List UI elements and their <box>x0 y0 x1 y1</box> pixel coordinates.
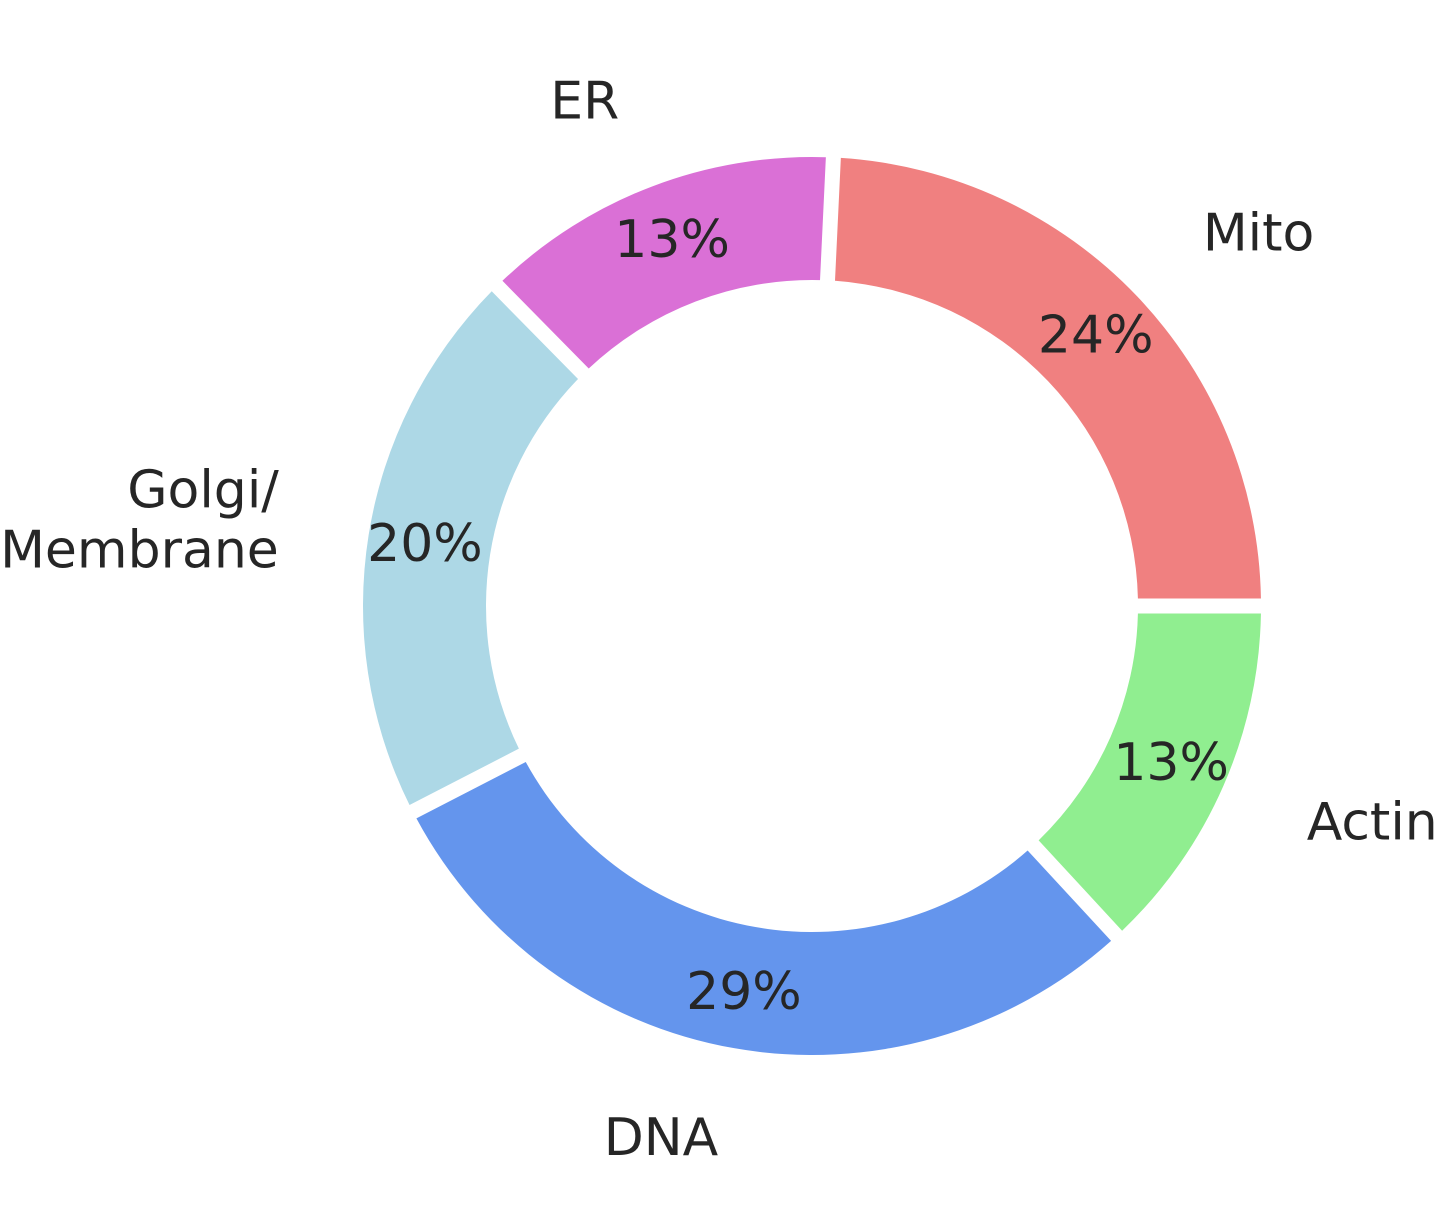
slice-label-golgi-membrane: Golgi/Membrane <box>0 461 279 581</box>
slice-percent-er: 13% <box>614 210 730 270</box>
slice-label-line: Membrane <box>0 521 279 581</box>
slice-percent-golgi-membrane: 20% <box>367 514 483 574</box>
slice-actin <box>1038 613 1261 931</box>
slice-dna <box>416 762 1112 1055</box>
slice-er <box>502 157 826 369</box>
slices-layer <box>363 157 1261 1055</box>
labels-layer: 24% Mito 13% ER 20% Golgi/Membrane 29% DNA 13% Ac… <box>0 72 1438 1168</box>
slice-label-er: ER <box>550 72 619 132</box>
slice-label-line: ER <box>550 72 619 132</box>
slice-percent-dna: 29% <box>686 962 802 1022</box>
slice-percent-mito: 24% <box>1038 305 1154 365</box>
slice-mito <box>834 157 1261 599</box>
slice-golgi-membrane <box>363 291 579 806</box>
slice-label-line: Actin <box>1307 793 1438 853</box>
slice-label-line: Mito <box>1203 203 1315 263</box>
slice-label-line: Golgi/ <box>127 461 279 521</box>
slice-label-mito: Mito <box>1203 203 1315 263</box>
slice-percent-actin: 13% <box>1113 733 1229 793</box>
slice-label-dna: DNA <box>604 1108 719 1168</box>
slice-label-actin: Actin <box>1307 793 1438 853</box>
slice-label-line: DNA <box>604 1108 719 1168</box>
